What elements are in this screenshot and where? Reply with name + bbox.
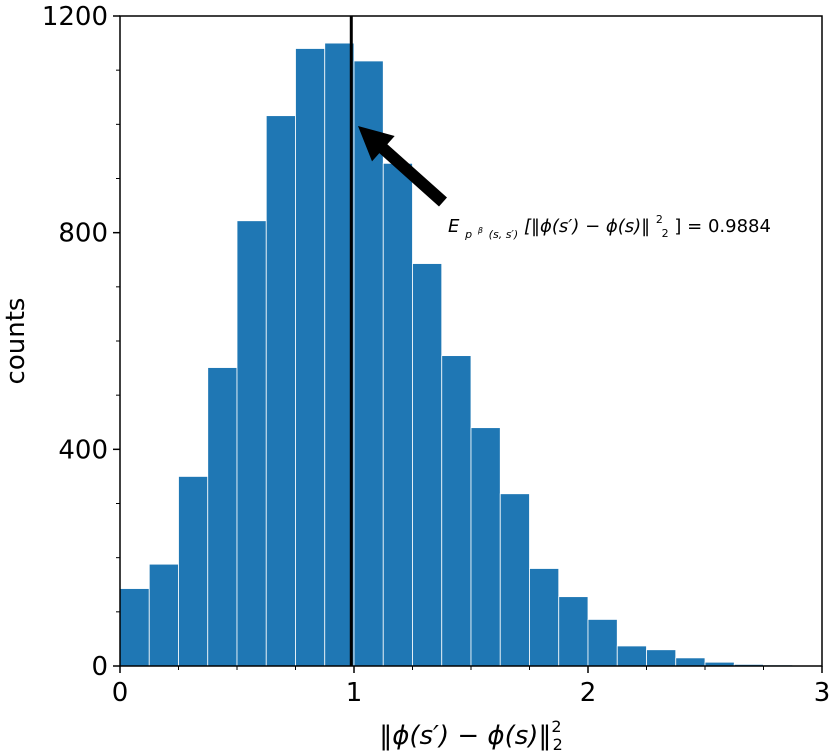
x-tick-label: 2: [580, 678, 597, 708]
histogram-bar: [353, 60, 384, 667]
x-axis: 0 1 2 3: [112, 666, 830, 708]
histogram-bar: [499, 493, 530, 667]
histogram-bar: [558, 596, 589, 667]
y-axis: 0 400 800 1200: [42, 2, 120, 682]
histogram-bar: [178, 476, 209, 667]
histogram-bar: [616, 645, 647, 667]
histogram-bar: [529, 568, 560, 667]
histogram-bar: [324, 42, 355, 667]
histogram-bar: [265, 115, 296, 667]
histogram-bar: [207, 367, 238, 667]
y-tick-label: 800: [58, 219, 108, 249]
x-tick-label: 1: [346, 678, 363, 708]
x-axis-label: ‖ϕ(s′) − ϕ(s)‖2 2: [379, 717, 563, 754]
histogram-bar: [412, 263, 443, 667]
histogram-bars: [119, 42, 823, 667]
y-tick-label: 400: [58, 435, 108, 465]
y-tick-label: 0: [91, 652, 108, 682]
histogram-bar: [470, 427, 501, 667]
histogram-bar: [587, 619, 618, 667]
y-axis-label: counts: [1, 298, 31, 385]
histogram-bar: [675, 657, 706, 667]
x-tick-label: 0: [112, 678, 129, 708]
histogram-bar: [148, 563, 179, 667]
histogram-bar: [382, 162, 413, 667]
histogram-bar: [646, 649, 677, 667]
histogram-bar: [119, 588, 150, 667]
x-tick-label: 3: [814, 678, 830, 708]
histogram-bar: [441, 355, 472, 667]
annotation-arrow: [358, 126, 447, 207]
y-tick-label: 1200: [42, 2, 108, 32]
histogram-bar: [295, 48, 326, 667]
annotation-text: E p β (s, s′) [‖ϕ(s′) − ϕ(s)‖ 2 2 ] = 0.…: [448, 207, 771, 243]
histogram-bar: [236, 220, 267, 667]
